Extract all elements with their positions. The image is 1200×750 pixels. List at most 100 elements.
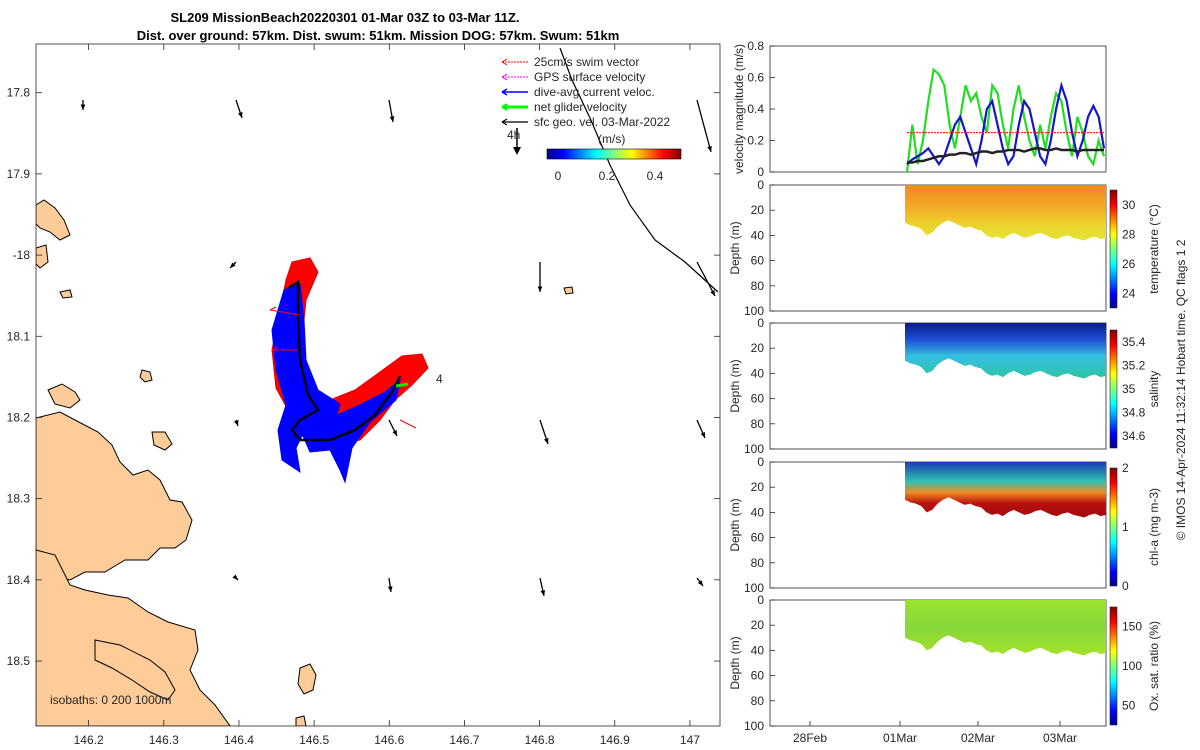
section-y-tick-label: 100: [744, 304, 764, 318]
section-cbar-tick: 28: [1122, 227, 1136, 241]
time-axis: 28Feb 01Mar 02Mar 03Mar: [793, 721, 1077, 745]
section-cbar-tick: 26: [1122, 257, 1136, 271]
isobaths-label: isobaths: 0 200 1000m: [50, 693, 171, 707]
legend-gps: GPS surface velocity: [534, 70, 645, 84]
island-mid-1: [47, 383, 81, 409]
section-field: [905, 600, 1106, 656]
section-y-tick-label: 40: [751, 228, 765, 242]
map-x-tick-label: 146.9: [600, 733, 630, 747]
section-ylabel: Depth (m): [728, 498, 742, 551]
sfc-arrow-shaft: [696, 99, 712, 153]
section-cbar-tick: 1: [1122, 520, 1129, 534]
channel-island: [94, 639, 176, 701]
velocity-line-net-glider-velocity: [905, 67, 1106, 173]
map-y-axis: 17.8 17.9 -18 18.1 18.2 18.3 18.4 18.5: [7, 86, 720, 668]
section-colorbar: [1109, 329, 1118, 449]
sfc-arrow-head: [700, 432, 705, 438]
vel-y-tick-label: 0.4: [747, 102, 764, 116]
section-y-tick-label: 0: [757, 455, 764, 469]
section-cbar-tick: 34.8: [1122, 406, 1146, 420]
map-axes: 4 25cm/s swim vector GPS surface velocit…: [7, 43, 721, 747]
sfc-arrow-head: [230, 262, 236, 268]
vel-y-tick-label: 0.8: [747, 39, 764, 53]
map-x-tick-label: 146.2: [74, 733, 104, 747]
map-y-tick-label: -18: [13, 248, 31, 262]
sfc-arrow-head: [234, 420, 239, 426]
sfc-arrow-head: [710, 290, 715, 296]
map-y-tick-label: 17.8: [7, 86, 31, 100]
section-field: [905, 462, 1106, 518]
sfc-arrow-head: [80, 104, 86, 110]
section-cbar-label: Ox. sat. ratio (%): [1147, 621, 1161, 711]
section-y-tick-label: 60: [751, 669, 765, 683]
section-y-tick-label: 20: [751, 341, 765, 355]
map-y-tick-label: 17.9: [7, 167, 31, 181]
section-y-tick-label: 20: [751, 618, 765, 632]
island-small-1: [139, 369, 153, 383]
map-y-tick-label: 18.5: [7, 654, 31, 668]
map-x-tick-label: 146.4: [224, 733, 254, 747]
glider-track: 4: [269, 257, 443, 484]
section-cbar-tick: 2: [1122, 461, 1129, 475]
section-y-tick-label: 100: [744, 581, 764, 595]
section-panel-1: 0 20 40 60 80 100 Depth (m) 24 26 28 30 temperature…: [728, 178, 1161, 318]
time-tick-label: 28Feb: [793, 731, 827, 745]
sfc-arrow-head: [232, 574, 238, 580]
section-y-tick-label: 80: [751, 279, 765, 293]
time-tick-label: 01Mar: [883, 731, 917, 745]
section-ylabel: Depth (m): [728, 636, 742, 689]
legend-sfc: sfc geo. vel. 03-Mar-2022: [534, 115, 670, 129]
section-ylabel: Depth (m): [728, 221, 742, 274]
southern-landmass: [36, 549, 231, 726]
colorbar-unit-label: (m/s): [598, 132, 625, 146]
sfc-arrow-head: [544, 438, 549, 444]
section-y-tick-label: 20: [751, 480, 765, 494]
cbar-tick-0: 0: [555, 169, 562, 183]
waypoint-label: 4: [436, 372, 443, 386]
map-y-tick-label: 18.4: [7, 573, 31, 587]
island-small-3: [563, 286, 574, 295]
section-ylabel: Depth (m): [728, 359, 742, 412]
section-cbar-tick: 100: [1122, 659, 1142, 673]
island-north-2: [36, 244, 49, 269]
velocity-ylabel: velocity magnitude (m/s): [732, 44, 746, 174]
map-x-tick-label: 146.7: [449, 733, 479, 747]
velocity-y-axis: 0 0.2 0.4 0.6 0.8: [747, 39, 775, 179]
section-cbar-tick: 35: [1122, 382, 1136, 396]
velocity-panel: 0 0.2 0.4 0.6 0.8 velocity magnitude (m/s): [732, 39, 1107, 179]
velocity-series: [905, 67, 1106, 173]
imos-credit: © IMOS 14-Apr-2024 11:32:14 Hobart time.…: [1174, 239, 1188, 540]
sfc-arrow-head: [537, 286, 543, 292]
section-cbar-label: temperature (°C): [1147, 204, 1161, 294]
island-north-1: [36, 199, 71, 241]
map-frame: [35, 43, 721, 727]
section-y-tick-label: 80: [751, 556, 765, 570]
map-x-tick-label: 146.3: [149, 733, 179, 747]
vel-y-tick-label: 0.6: [747, 71, 764, 85]
section-cbar-tick: 50: [1122, 698, 1136, 712]
mainland-coast: [36, 411, 193, 581]
vel-y-tick-label: 0.2: [747, 134, 764, 148]
section-y-tick-label: 100: [744, 442, 764, 456]
map-colorbar: [546, 148, 682, 160]
sfc-arrow-head: [697, 580, 703, 586]
section-cbar-tick: 34.6: [1122, 429, 1146, 443]
section-y-tick-label: 60: [751, 392, 765, 406]
section-cbar-tick: 24: [1122, 286, 1136, 300]
section-y-tick-label: 80: [751, 417, 765, 431]
red-swim-arrows: [269, 306, 417, 429]
sfc-arrow-head: [392, 430, 397, 436]
section-y-tick-label: 60: [751, 531, 765, 545]
sfc-arrow-head: [707, 146, 712, 152]
section-y-tick-label: 100: [744, 719, 764, 733]
map-y-tick-label: 18.2: [7, 410, 31, 424]
island-small-2: [59, 289, 73, 299]
section-cbar-label: chl-a (mg m-3): [1147, 488, 1161, 566]
section-cbar-label: salinity: [1147, 371, 1161, 408]
island-south-east: [297, 663, 317, 695]
section-y-tick-label: 20: [751, 203, 765, 217]
map-x-tick-label: 147: [680, 733, 700, 747]
map-y-tick-label: 18.3: [7, 492, 31, 506]
map-y-tick-label: 18.1: [7, 329, 31, 343]
